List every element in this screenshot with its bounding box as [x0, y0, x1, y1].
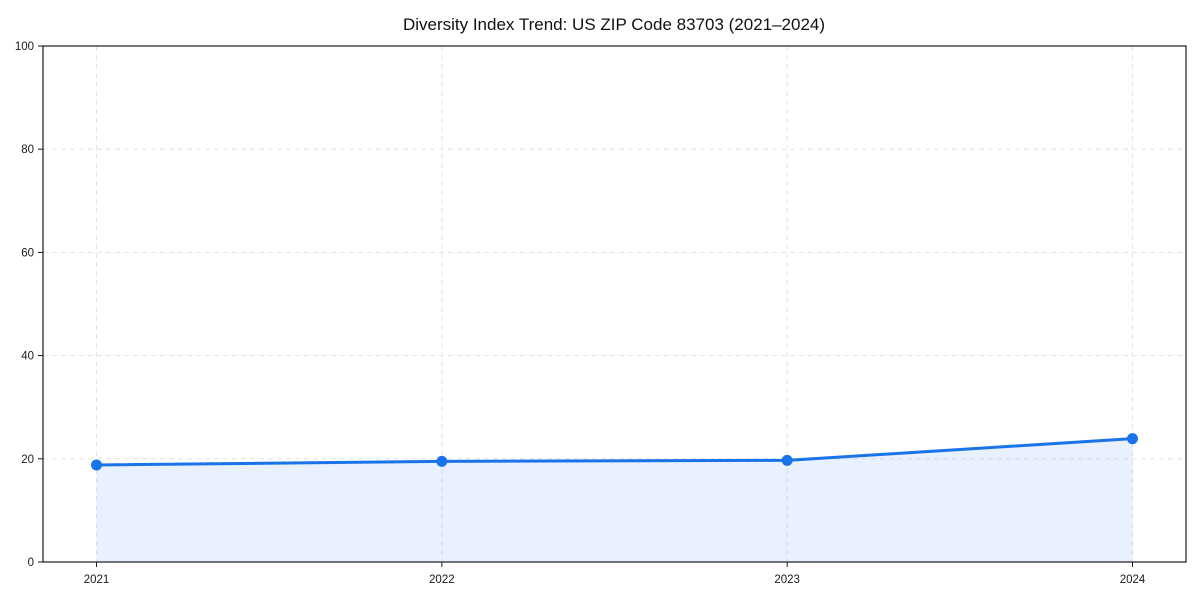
y-tick-label: 60 [21, 247, 34, 259]
data-point-marker [436, 455, 448, 467]
data-point-marker [91, 459, 102, 471]
y-tick-label: 100 [15, 41, 34, 53]
area-fill [96, 438, 1133, 562]
y-tick-label: 40 [21, 351, 34, 363]
data-point-marker [781, 454, 793, 466]
y-tick-label: 0 [28, 557, 34, 569]
x-tick-label: 2021 [84, 574, 110, 586]
x-tick-label: 2023 [774, 574, 800, 586]
x-tick-label: 2024 [1120, 574, 1146, 586]
trend-line [95, 437, 1134, 467]
y-tick-label: 80 [21, 144, 34, 156]
x-tick-label: 2022 [429, 574, 455, 586]
y-tick-label: 20 [21, 454, 34, 466]
data-point-marker [1127, 433, 1138, 445]
chart-title: Diversity Index Trend: US ZIP Code 83703… [403, 15, 825, 34]
plot-border [42, 45, 1187, 563]
